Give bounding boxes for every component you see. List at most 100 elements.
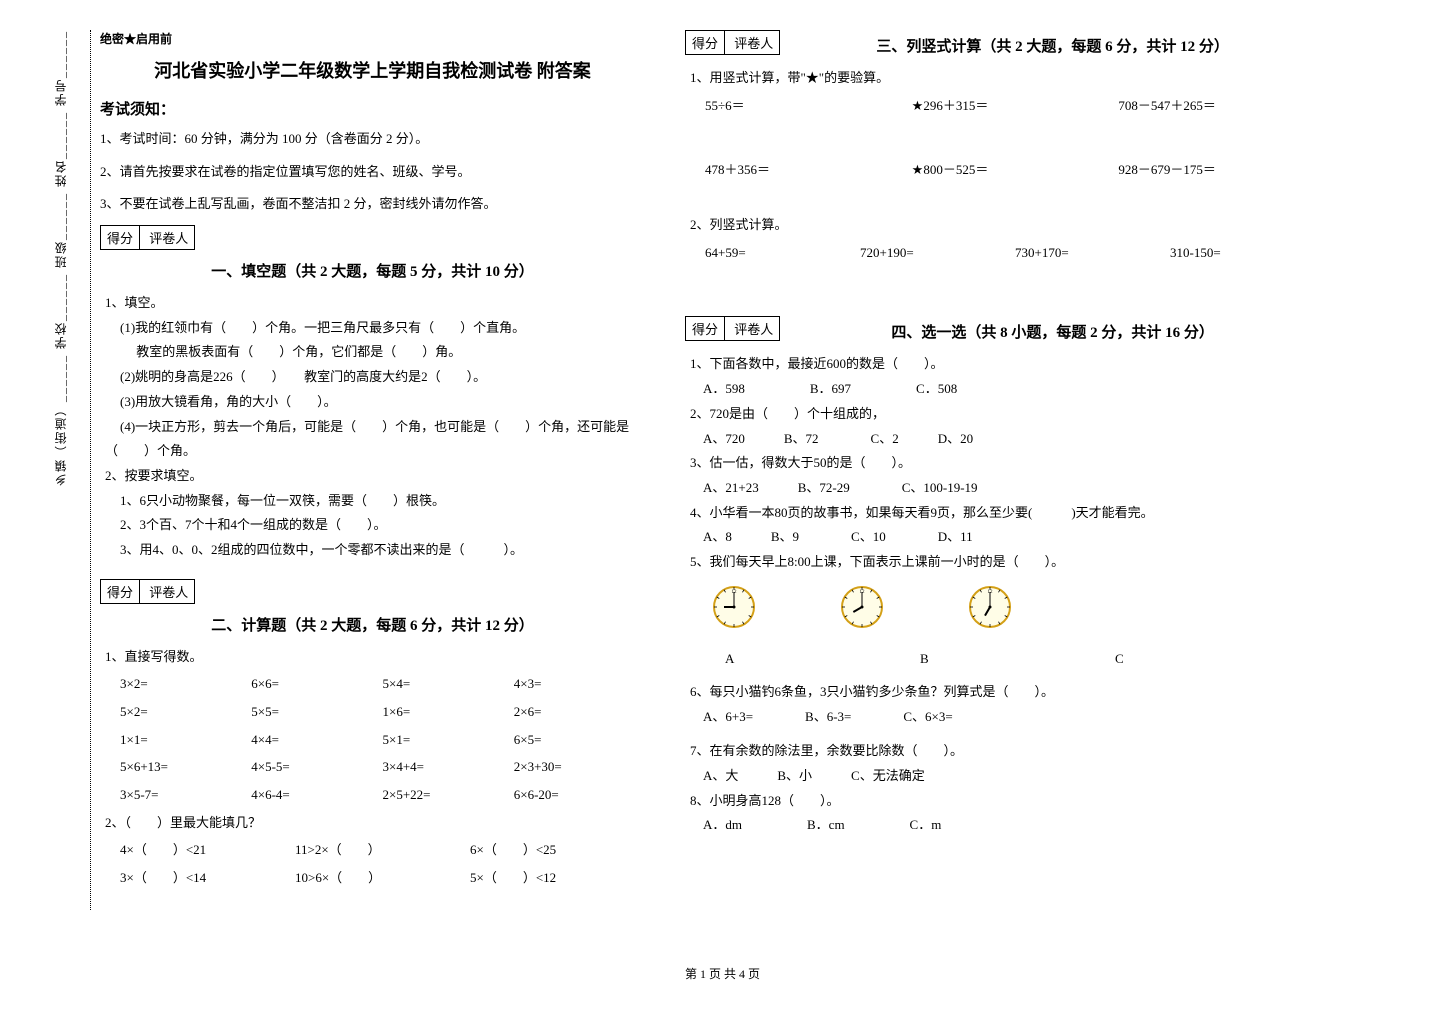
calc-cell: ★800－525＝ [912,158,1119,183]
calc-cell: 5×2= [120,700,251,725]
question-text: 8、小明身高128（ ）。 [690,789,1325,814]
exam-title: 河北省实验小学二年级数学上学期自我检测试卷 附答案 [100,57,645,83]
calc-cell: 730+170= [1015,241,1170,266]
s1-q1-tail: （ ）个角。 [100,439,645,464]
question-text: 4、小华看一本80页的故事书，如果每天看9页，那么至少要( )天才能看完。 [690,501,1325,526]
calc-cell: 55÷6＝ [705,94,912,119]
calc-cell: 64+59= [705,241,860,266]
s1-q1-item: (1)我的红领巾有（ ）个角。一把三角尺最多只有（ ）个直角。 [100,316,645,341]
s2-q2-label: 2、（ ）里最大能填几？ [100,811,645,836]
calc-cell: 4×4= [251,728,382,753]
question-options: A．598 B．697 C．508 [690,377,1325,402]
calc-cell: 5×5= [251,700,382,725]
binding-info-text: 乡镇（街道）______ 学校______ 班级______ 姓名______ … [52,30,69,486]
s1-q1-item: 教室的黑板表面有（ ）个角，它们都是（ ）角。 [100,340,645,365]
s1-q2-item: 1、6只小动物聚餐，每一位一双筷，需要（ ）根筷。 [100,489,645,514]
page-footer: 第 1 页 共 4 页 [0,965,1445,982]
section4-title: 四、选一选（共 8 小题，每题 2 分，共计 16 分） [780,321,1325,342]
calc-cell: 3×5-7= [120,783,251,808]
page-container: 绝密★启用前 河北省实验小学二年级数学上学期自我检测试卷 附答案 考试须知： 1… [0,0,1445,940]
clock-option-label: A [725,647,920,672]
calc-cell: 6×（ ）<25 [470,838,645,863]
calc-cell: 4×（ ）<21 [120,838,295,863]
s1-q1-item: (2)姚明的身高是226（ ） 教室门的高度大约是2（ ）。 [100,365,645,390]
question-text: 1、下面各数中，最接近600的数是（ ）。 [690,352,1325,377]
calc-cell: 4×3= [514,672,645,697]
calc-cell: 10>6×（ ） [295,866,470,891]
clock-icon: 12 [966,583,1014,640]
marker-label: 评卷人 [143,580,194,603]
calc-cell: 4×5-5= [251,755,382,780]
score-label: 得分 [686,317,725,340]
calc-cell: 928－679－175＝ [1118,158,1325,183]
calc-cell: 1×6= [383,700,514,725]
calc-cell: 5×6+13= [120,755,251,780]
section3-title: 三、列竖式计算（共 2 大题，每题 6 分，共计 12 分） [780,35,1325,56]
score-box-1: 得分 评卷人 [100,225,195,250]
calc-cell: 310-150= [1170,241,1325,266]
binding-dotted-line [90,30,91,910]
question-options: A、8 B、9 C、10 D、11 [690,525,1325,550]
question-options: A、6+3= B、6-3= C、6×3= [690,705,1325,730]
marker-label: 评卷人 [728,317,779,340]
calc-cell: 708－547＋265＝ [1118,94,1325,119]
notice-heading: 考试须知： [100,98,645,119]
instruction-1: 1、考试时间：60 分钟，满分为 100 分（含卷面分 2 分）。 [100,127,645,152]
calc-cell: 5×（ ）<12 [470,866,645,891]
clock-icon: 12 [710,583,758,640]
calc-cell: 5×4= [383,672,514,697]
question-text: 7、在有余数的除法里，余数要比除数（ ）。 [690,739,1325,764]
question-text: 3、估一估，得数大于50的是（ ）。 [690,451,1325,476]
left-column: 绝密★启用前 河北省实验小学二年级数学上学期自我检测试卷 附答案 考试须知： 1… [100,30,665,940]
calc-cell: 6×5= [514,728,645,753]
score-label: 得分 [686,31,725,54]
clock-option-label: B [920,647,1115,672]
question-text: 2、720是由（ ）个十组成的， [690,402,1325,427]
calc-cell: 2×6= [514,700,645,725]
s1-q1-label: 1、填空。 [100,291,645,316]
confidential-label: 绝密★启用前 [100,30,645,47]
score-box-3: 得分 评卷人 [685,30,780,55]
calc-cell: ★296＋315＝ [912,94,1119,119]
score-label: 得分 [101,580,140,603]
instruction-2: 2、请首先按要求在试卷的指定位置填写您的姓名、班级、学号。 [100,160,645,185]
calc-cell: 6×6= [251,672,382,697]
marker-label: 评卷人 [143,226,194,249]
s3-q1-label: 1、用竖式计算，带"★"的要验算。 [685,66,1325,91]
calc-cell: 5×1= [383,728,514,753]
marker-label: 评卷人 [728,31,779,54]
question-options: A．dm B．cm C．m [690,813,1325,838]
score-box-4: 得分 评卷人 [685,316,780,341]
clock-option-label: C [1115,647,1310,672]
question-options: A、720 B、72 C、2 D、20 [690,427,1325,452]
score-box-2: 得分 评卷人 [100,579,195,604]
s1-q1-item: (4)一块正方形，剪去一个角后，可能是（ ）个角，也可能是（ ）个角，还可能是 [100,415,645,440]
s3-q2-label: 2、列竖式计算。 [685,213,1325,238]
instruction-3: 3、不要在试卷上乱写乱画，卷面不整洁扣 2 分，密封线外请勿作答。 [100,192,645,217]
calc-cell: 478＋356＝ [705,158,912,183]
s1-q2-item: 2、3个百、7个十和4个一组成的数是（ ）。 [100,513,645,538]
calc-cell: 720+190= [860,241,1015,266]
calc-cell: 1×1= [120,728,251,753]
calc-cell: 3×（ ）<14 [120,866,295,891]
calc-cell: 3×2= [120,672,251,697]
calc-cell: 3×4+4= [383,755,514,780]
calc-cell: 6×6-20= [514,783,645,808]
question-options: A、21+23 B、72-29 C、100-19-19 [690,476,1325,501]
question-options: A、大 B、小 C、无法确定 [690,764,1325,789]
right-column: 得分 评卷人 三、列竖式计算（共 2 大题，每题 6 分，共计 12 分） 1、… [665,30,1325,940]
calc-cell: 4×6-4= [251,783,382,808]
s1-q2-item: 3、用4、0、0、2组成的四位数中，一个零都不读出来的是（ ）。 [100,538,645,563]
clock-row: 12 12 12 [710,583,1325,640]
clock-icon: 12 [838,583,886,640]
question-text: 6、每只小猫钓6条鱼，3只小猫钓多少条鱼？列算式是（ ）。 [690,680,1325,705]
s1-q1-item: (3)用放大镜看角，角的大小（ ）。 [100,390,645,415]
s2-q1-label: 1、直接写得数。 [100,645,645,670]
calc-cell: 2×5+22= [383,783,514,808]
binding-info-column: 乡镇（街道）______ 学校______ 班级______ 姓名______ … [35,30,85,910]
calc-cell: 2×3+30= [514,755,645,780]
section1-title: 一、填空题（共 2 大题，每题 5 分，共计 10 分） [100,260,645,281]
calc-cell: 11>2×（ ） [295,838,470,863]
s1-q2-label: 2、按要求填空。 [100,464,645,489]
question-text: 5、我们每天早上8:00上课，下面表示上课前一小时的是（ ）。 [690,550,1325,575]
